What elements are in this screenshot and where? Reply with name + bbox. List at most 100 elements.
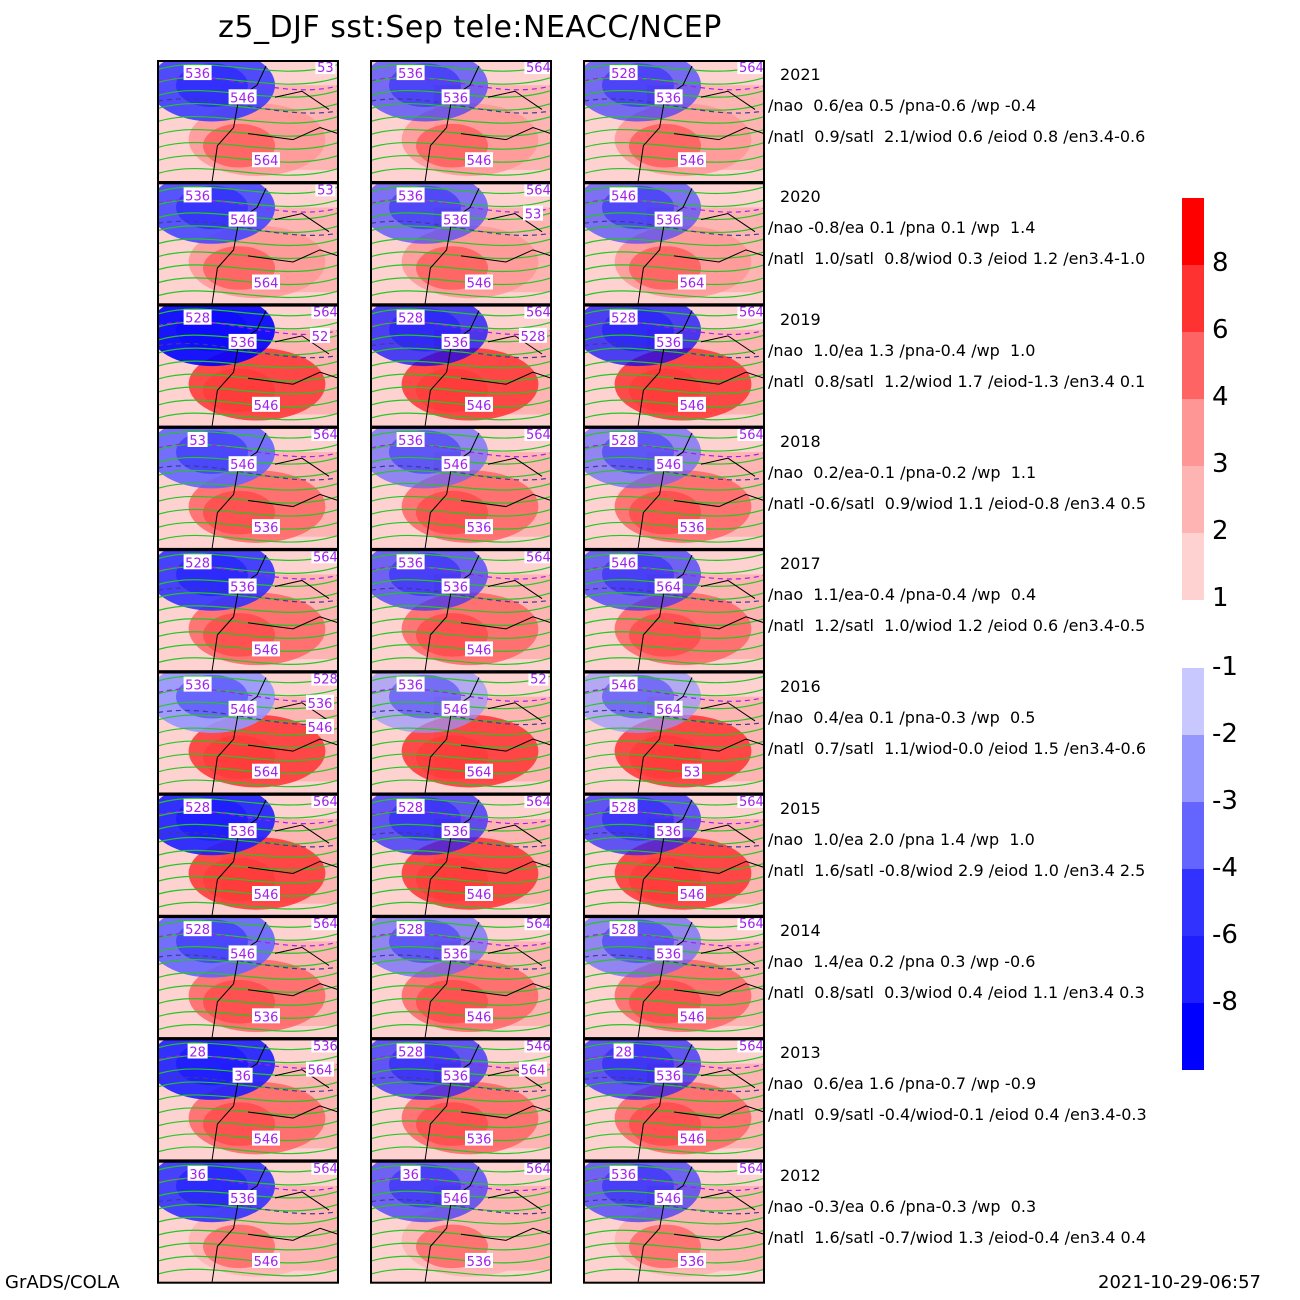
contour-label: 564 [526, 550, 551, 565]
plot-title: z5_DJF sst:Sep tele:NEACC/NCEP [218, 10, 722, 45]
contour-label: 564 [739, 917, 764, 932]
contour-label: 536 [656, 214, 681, 229]
contour-label: 28 [189, 1046, 206, 1061]
teleconnection-indices: /nao -0.3/ea 0.6 /pna-0.3 /wp 0.3 [768, 1196, 1037, 1216]
footer-timestamp: 2021-10-29-06:57 [1098, 1272, 1261, 1293]
map-panel-2021-2: 536 536 546 564 [370, 60, 552, 183]
colorbar-label: -2 [1212, 719, 1238, 749]
map-panel-2013-3: 28 536 546 564 [583, 1038, 765, 1162]
contour-label: 564 [254, 154, 279, 169]
contour-label: 564 [526, 183, 551, 198]
map-panel-2021-1: 536 546 564 53 [157, 60, 339, 183]
contour-label: 536 [680, 1255, 705, 1270]
contour-label: 53 [525, 208, 542, 223]
map-panel-2015-3: 528 536 546 564 [583, 793, 765, 917]
contour-label: 546 [680, 154, 705, 169]
contour-label: 536 [656, 1070, 681, 1085]
contour-label: 564 [308, 1064, 333, 1079]
contour-label: 528 [611, 801, 636, 816]
teleconnection-indices: /nao 0.6/ea 1.6 /pna-0.7 /wp -0.9 [768, 1074, 1037, 1094]
contour-label: 536 [611, 1168, 636, 1183]
contour-label: 536 [443, 825, 468, 840]
contour-label: 564 [739, 61, 764, 76]
contour-label: 536 [443, 581, 468, 596]
year-label: 2018 [780, 431, 821, 451]
contour-label: 52 [530, 673, 547, 688]
map-panel-2016-1: 536 546 564 528 536 546 [157, 671, 339, 795]
colorbar-label: -6 [1212, 920, 1238, 950]
contour-label: 564 [526, 428, 551, 443]
sst-indices: /natl 1.0/satl 0.8/wiod 0.3 /eiod 1.2 /e… [768, 249, 1146, 269]
contour-label: 564 [739, 428, 764, 443]
contour-label: 564 [313, 795, 338, 810]
colorbar-segment-positive [1182, 533, 1204, 600]
colorbar-label: -8 [1212, 987, 1238, 1017]
colorbar-segment-positive [1182, 265, 1204, 332]
contour-label: 546 [254, 399, 279, 414]
contour-label: 536 [185, 67, 210, 82]
contour-label: 564 [313, 306, 338, 321]
contour-label: 564 [680, 277, 705, 292]
contour-label: 36 [234, 1070, 251, 1085]
map-panel-2017-1: 528 536 546 564 [157, 549, 339, 673]
map-panel-2020-3: 546 536 564 [583, 182, 765, 306]
contour-label: 53 [317, 183, 334, 198]
contour-label: 528 [398, 312, 423, 327]
contour-label: 546 [467, 154, 492, 169]
contour-label: 564 [467, 766, 492, 781]
teleconnection-indices: /nao 0.4/ea 0.1 /pna-0.3 /wp 0.5 [768, 707, 1036, 727]
contour-label: 564 [526, 1162, 551, 1177]
contour-label: 546 [230, 458, 255, 473]
colorbar-segment-positive [1182, 399, 1204, 466]
contour-label: 536 [656, 825, 681, 840]
map-panel-2012-2: 36 546 536 564 [370, 1160, 552, 1284]
contour-label: 528 [521, 330, 546, 345]
contour-label: 564 [739, 1162, 764, 1177]
sst-indices: /natl 0.7/satl 1.1/wiod-0.0 /eiod 1.5 /e… [768, 738, 1146, 758]
colorbar [1182, 198, 1204, 1070]
contour-label: 528 [611, 312, 636, 327]
contour-label: 528 [398, 923, 423, 938]
contour-label: 546 [443, 703, 468, 718]
contour-label: 546 [467, 399, 492, 414]
contour-label: 546 [254, 888, 279, 903]
contour-label: 546 [656, 458, 681, 473]
contour-label: 536 [656, 336, 681, 351]
contour-label: 564 [313, 1162, 338, 1177]
year-label: 2014 [780, 921, 821, 941]
map-panel-2013-1: 28 36 546 536 564 [157, 1038, 339, 1162]
contour-label: 564 [526, 61, 551, 76]
map-panel-2015-2: 528 536 546 564 [370, 793, 552, 917]
map-panel-2020-1: 536 546 564 53 [157, 182, 339, 306]
contour-label: 528 [611, 67, 636, 82]
contour-label: 546 [443, 458, 468, 473]
contour-label: 564 [254, 766, 279, 781]
colorbar-segment-positive [1182, 332, 1204, 399]
contour-label: 546 [254, 1133, 279, 1148]
contour-label: 546 [467, 1010, 492, 1025]
contour-label: 546 [467, 888, 492, 903]
map-panel-2019-1: 528 536 546 564 52 [157, 304, 339, 428]
contour-label: 564 [313, 917, 338, 932]
colorbar-segment-negative [1182, 936, 1204, 1003]
colorbar-segment-negative [1182, 735, 1204, 802]
contour-label: 546 [443, 1192, 468, 1207]
contour-label: 546 [254, 643, 279, 658]
contour-label: 564 [656, 581, 681, 596]
teleconnection-indices: /nao 1.1/ea-0.4 /pna-0.4 /wp 0.4 [768, 585, 1037, 605]
contour-label: 564 [739, 306, 764, 321]
teleconnection-indices: /nao 0.2/ea-0.1 /pna-0.2 /wp 1.1 [768, 462, 1037, 482]
contour-label: 536 [230, 581, 255, 596]
contour-label: 536 [398, 434, 423, 449]
contour-label: 536 [443, 91, 468, 106]
contour-label: 564 [739, 795, 764, 810]
contour-label: 546 [680, 888, 705, 903]
contour-label: 546 [254, 1255, 279, 1270]
contour-label: 536 [398, 679, 423, 694]
contour-label: 536 [230, 1192, 255, 1207]
contour-label: 536 [254, 521, 279, 536]
map-panel-2017-3: 546 564 [583, 549, 765, 673]
teleconnection-indices: /nao -0.8/ea 0.1 /pna 0.1 /wp 1.4 [768, 218, 1036, 238]
teleconnection-indices: /nao 1.0/ea 1.3 /pna-0.4 /wp 1.0 [768, 340, 1036, 360]
